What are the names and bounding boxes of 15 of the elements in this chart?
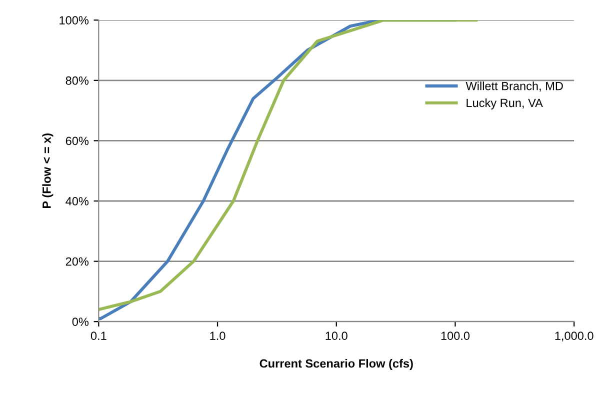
x-tick-label: 0.1 xyxy=(90,332,106,340)
x-tick-label: 1,000.0 xyxy=(555,332,594,342)
y-tick-label: 0% xyxy=(72,318,89,326)
y-axis-title: P (Flow < = x) xyxy=(42,133,54,208)
x-tick-label: 10.0 xyxy=(326,332,348,340)
y-tick-label: 60% xyxy=(66,136,89,146)
x-axis-title: Current Scenario Flow (cfs) xyxy=(260,358,413,370)
y-tick-label: 80% xyxy=(66,76,89,85)
y-tick-label: 40% xyxy=(66,197,89,206)
y-tick-label: 100% xyxy=(60,16,89,24)
x-tick-label: 1.0 xyxy=(210,332,226,340)
y-tick-label: 20% xyxy=(66,257,89,266)
legend-label: Willett Branch, MD xyxy=(466,82,563,92)
legend-label: Lucky Run, VA xyxy=(466,98,543,110)
x-tick-label: 100.0 xyxy=(441,332,470,340)
